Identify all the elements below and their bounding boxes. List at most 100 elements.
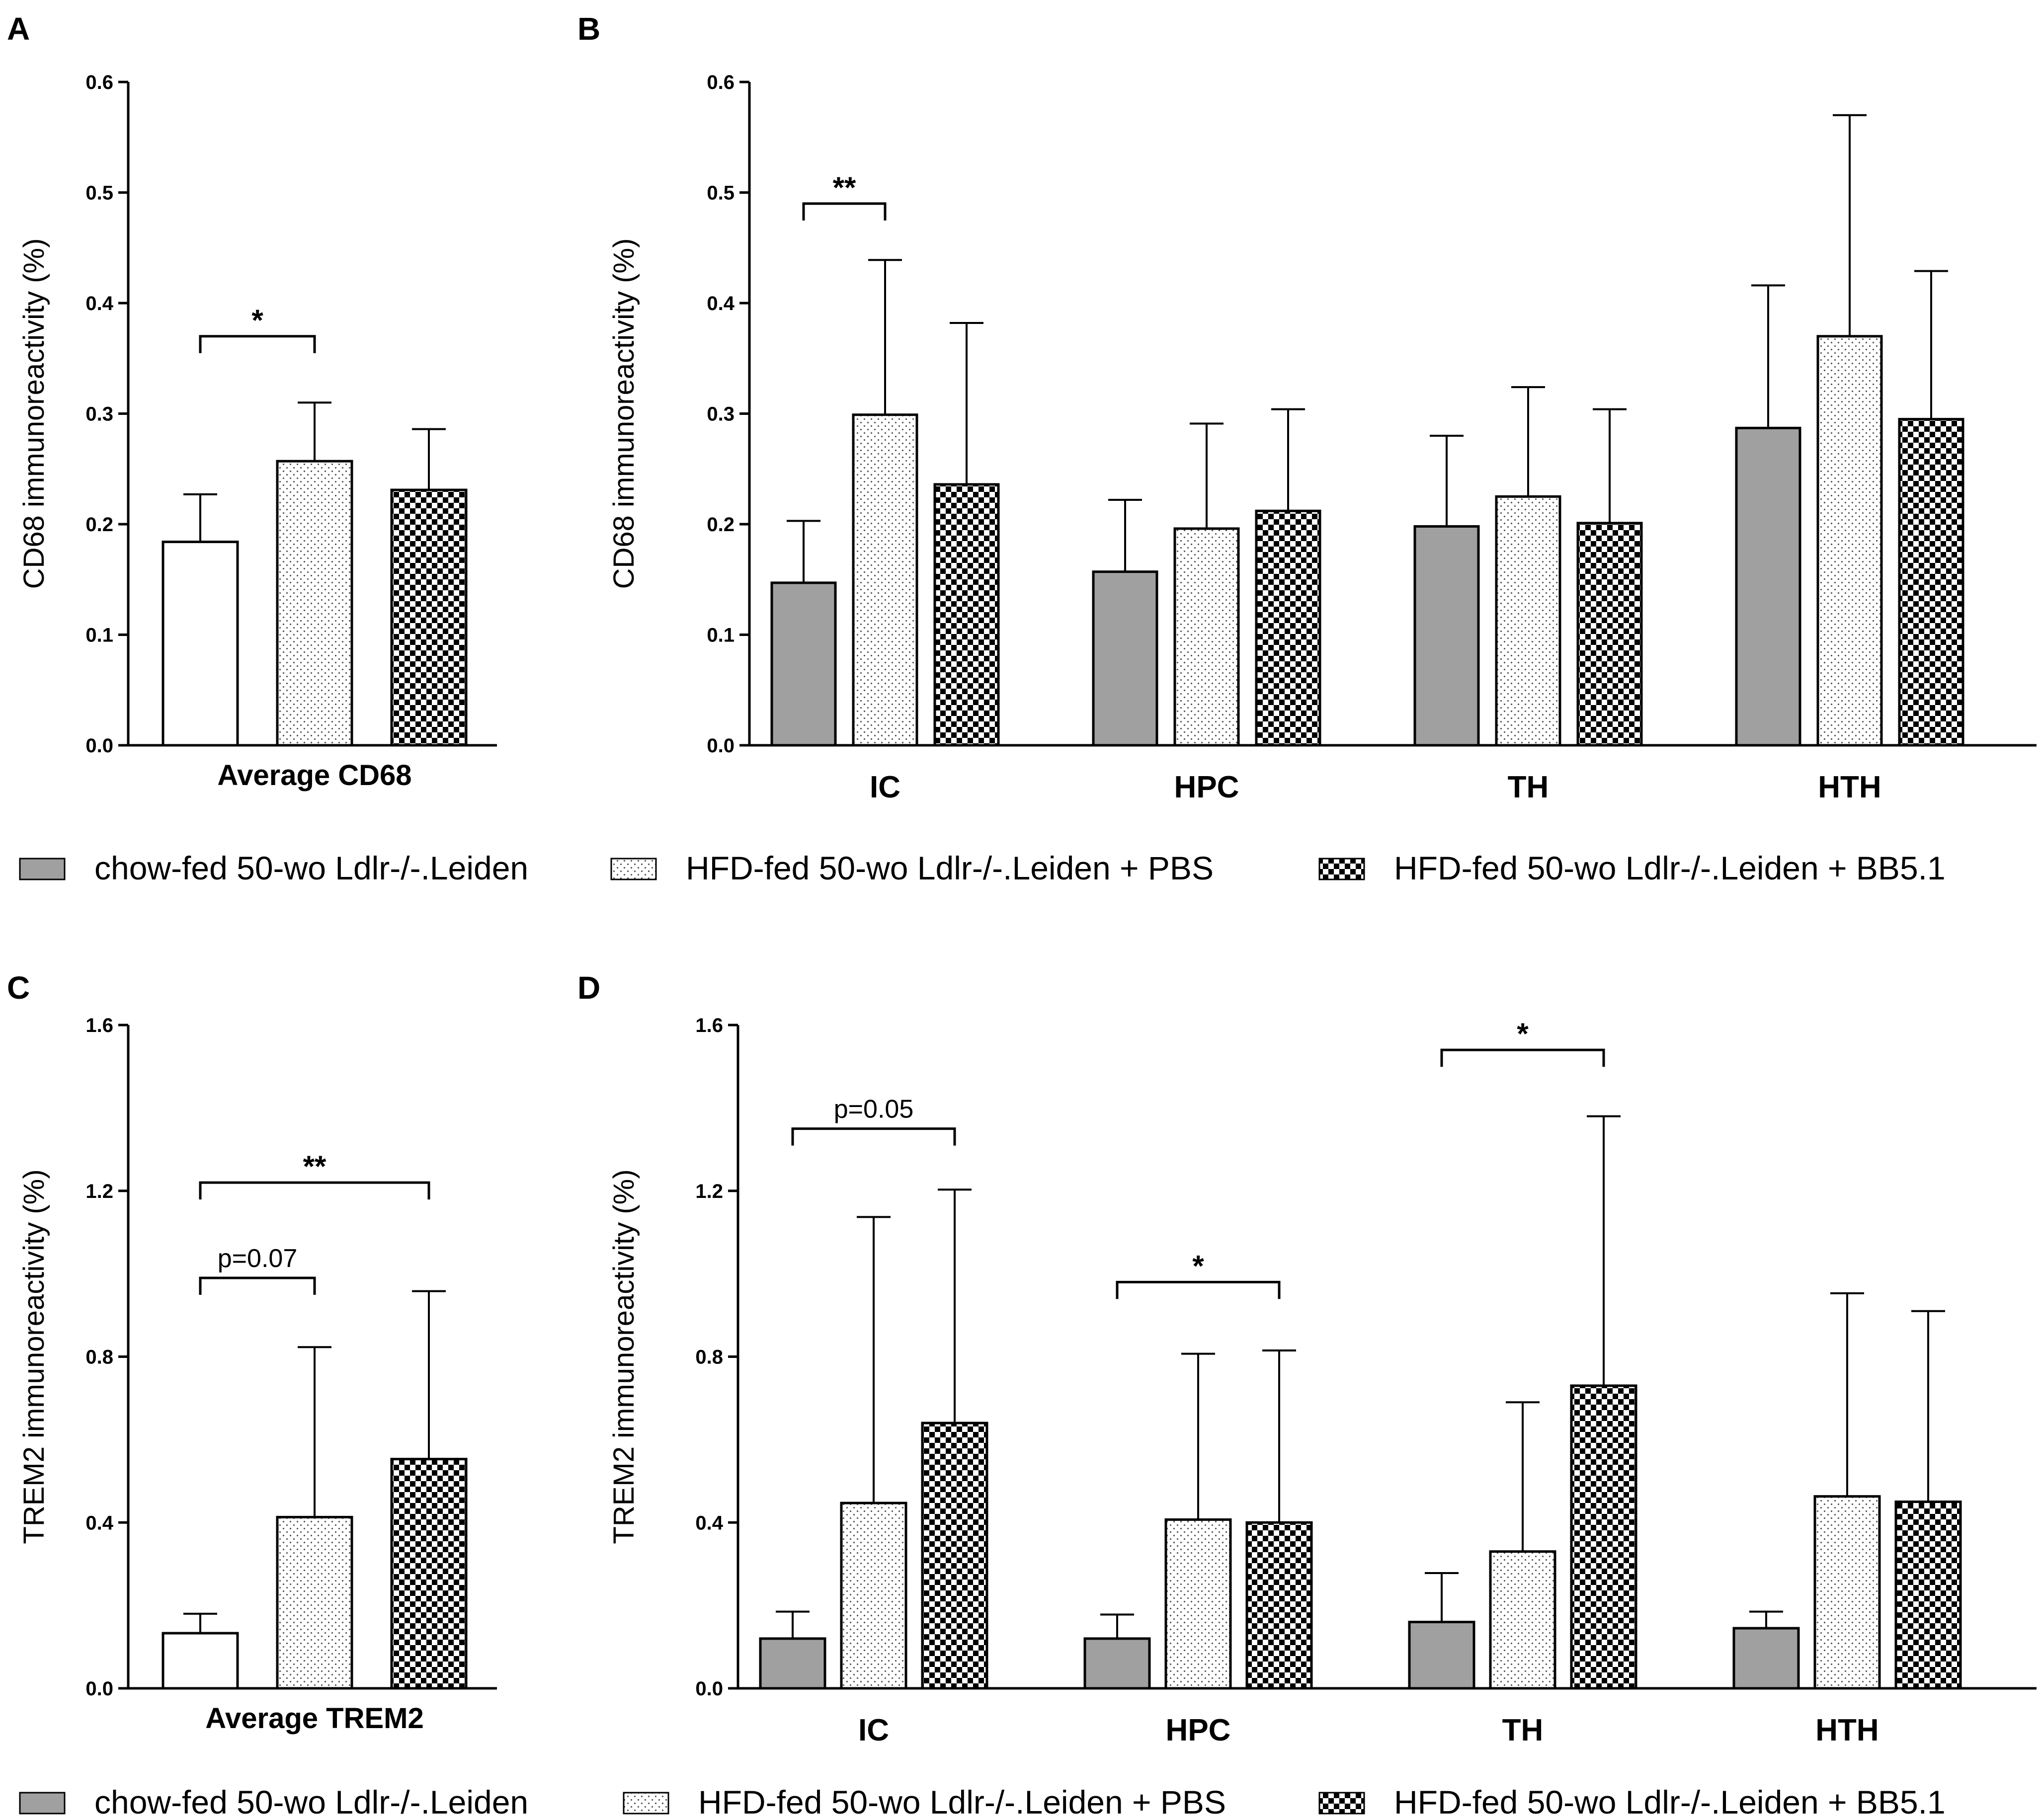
legend-label-pbs: HFD-fed 50-wo Ldlr-/-.Leiden + PBS [686, 850, 1214, 886]
x-category-label: Average TREM2 [205, 1702, 423, 1735]
panel-label-b: B [577, 11, 600, 47]
bar-hpc-series-1 [1083, 1637, 1151, 1690]
y-axis-title: CD68 immunoreactivity (%) [18, 238, 50, 589]
x-category-label: TH [1502, 1713, 1544, 1747]
y-tick-label: 1.2 [695, 1181, 723, 1202]
y-tick-label: 0.3 [707, 403, 735, 425]
bar-hth-series-2 [1816, 335, 1883, 747]
y-tick-label: 0.0 [85, 1678, 113, 1700]
y-tick-label: 0.4 [707, 293, 735, 315]
y-tick-label: 0.8 [85, 1346, 113, 1368]
legend-swatch-bb [1318, 858, 1365, 880]
bar-average-cd68-series-2 [276, 460, 353, 747]
y-tick-label: 0.2 [85, 514, 113, 536]
bar-average-trem2-series-1 [162, 1632, 239, 1690]
x-category-label: IC [870, 770, 900, 804]
significance-label: ** [303, 1150, 327, 1183]
legend-swatch-pbs [610, 858, 657, 880]
y-tick-label: 1.2 [85, 1181, 113, 1202]
bar-hpc-series-2 [1173, 527, 1240, 747]
significance-bracket [1440, 1048, 1605, 1067]
x-category-label: Average CD68 [217, 759, 411, 791]
x-category-label: HPC [1174, 770, 1239, 804]
y-tick-label: 0.6 [85, 72, 113, 93]
chart-panel-a: 0.0 0.1 0.2 0.3 0.4 0.5 0.6 CD68 immunoreactivi… [18, 72, 497, 791]
legend-label-bb: HFD-fed 50-wo Ldlr-/-.Leiden + BB5.1 [1394, 850, 1946, 886]
y-tick-label: 1.6 [695, 1015, 723, 1036]
significance-bracket [199, 335, 316, 353]
bar-th-series-1 [1413, 525, 1480, 747]
y-tick-label: 0.1 [707, 625, 735, 646]
bar-ic-series-1 [759, 1637, 826, 1690]
bar-hpc-series-2 [1164, 1518, 1232, 1690]
y-tick-label: 0.2 [707, 514, 735, 536]
bar-hth-series-2 [1813, 1495, 1881, 1690]
y-tick-label: 0.6 [707, 72, 735, 93]
bar-th-series-2 [1495, 495, 1561, 747]
y-tick-label: 0.4 [85, 1512, 113, 1534]
chart-panel-b: 0.0 0.1 0.2 0.3 0.4 0.5 0.6 CD68 immunoreactivi… [608, 72, 2037, 804]
legend-label-pbs: HFD-fed 50-wo Ldlr-/-.Leiden + PBS [698, 1784, 1226, 1820]
y-tick-label: 0.4 [695, 1512, 723, 1534]
bar-th-series-1 [1408, 1621, 1475, 1690]
legend-swatch-pbs [623, 1792, 669, 1815]
bar-hth-series-1 [1735, 426, 1801, 747]
significance-bracket [199, 1181, 430, 1200]
significance-label: * [1192, 1249, 1204, 1282]
legend-swatch-chow [19, 858, 66, 880]
y-tick-label: 0.0 [707, 735, 735, 757]
bar-average-trem2-series-2 [276, 1515, 353, 1690]
bar-hth-series-3 [1898, 418, 1964, 747]
bar-hth-series-1 [1732, 1627, 1800, 1690]
significance-label: ** [833, 171, 856, 204]
x-category-label: TH [1508, 770, 1549, 804]
y-tick-label: 0.3 [85, 403, 113, 425]
legend-swatch-chow [19, 1792, 66, 1815]
y-tick-label: 0.4 [85, 293, 113, 315]
x-category-label: HTH [1815, 1713, 1878, 1747]
significance-bracket [199, 1276, 316, 1295]
y-tick-label: 0.1 [85, 625, 113, 646]
bar-ic-series-1 [770, 581, 837, 747]
bar-th-series-3 [1570, 1384, 1637, 1690]
panel-label-d: D [577, 970, 600, 1006]
y-tick-label: 0.5 [707, 182, 735, 204]
significance-label: p=0.05 [834, 1095, 914, 1124]
y-tick-label: 0.5 [85, 182, 113, 204]
bar-ic-series-3 [933, 483, 1000, 747]
bar-th-series-3 [1576, 522, 1643, 747]
bar-ic-series-2 [852, 413, 918, 747]
bar-ic-series-2 [840, 1502, 907, 1690]
bar-average-cd68-series-3 [390, 488, 468, 747]
bar-hpc-series-3 [1245, 1521, 1313, 1690]
x-category-label: HTH [1818, 770, 1881, 804]
panel-label-c: C [7, 970, 30, 1006]
chart-panel-c: 0.0 0.4 0.8 1.2 1.6 TREM2 immunoreactivity (%… [18, 1015, 497, 1735]
bar-hpc-series-3 [1255, 509, 1321, 747]
y-axis-title: CD68 immunoreactivity (%) [608, 238, 640, 589]
y-tick-label: 0.0 [85, 735, 113, 757]
legend-label-chow: chow-fed 50-wo Ldlr-/-.Leiden [94, 850, 528, 886]
y-axis-title: TREM2 immunoreactivity (%) [608, 1169, 640, 1544]
significance-bracket [791, 1127, 956, 1146]
significance-bracket [1116, 1280, 1281, 1299]
y-tick-label: 0.0 [695, 1678, 723, 1700]
bar-average-trem2-series-3 [390, 1458, 468, 1690]
significance-bracket [802, 202, 887, 221]
legend-label-chow: chow-fed 50-wo Ldlr-/-.Leiden [94, 1784, 528, 1820]
legend-bottom: chow-fed 50-wo Ldlr-/-.Leiden HFD-fed 50-… [19, 1784, 1946, 1820]
y-axis-title: TREM2 immunoreactivity (%) [18, 1169, 50, 1544]
y-tick-label: 0.8 [695, 1346, 723, 1368]
bar-th-series-2 [1489, 1550, 1556, 1690]
y-tick-label: 1.6 [85, 1015, 113, 1036]
significance-label: * [251, 304, 263, 337]
bar-hth-series-3 [1894, 1501, 1962, 1690]
bar-hpc-series-1 [1092, 570, 1158, 747]
legend-top: chow-fed 50-wo Ldlr-/-.Leiden HFD-fed 50-… [19, 850, 1946, 886]
legend-label-bb: HFD-fed 50-wo Ldlr-/-.Leiden + BB5.1 [1394, 1784, 1946, 1820]
chart-panel-d: 0.0 0.4 0.8 1.2 1.6 TREM2 immunoreactivity (%… [608, 1015, 2037, 1747]
bar-ic-series-3 [921, 1422, 988, 1690]
x-category-label: IC [858, 1713, 889, 1747]
significance-label: * [1517, 1017, 1529, 1050]
